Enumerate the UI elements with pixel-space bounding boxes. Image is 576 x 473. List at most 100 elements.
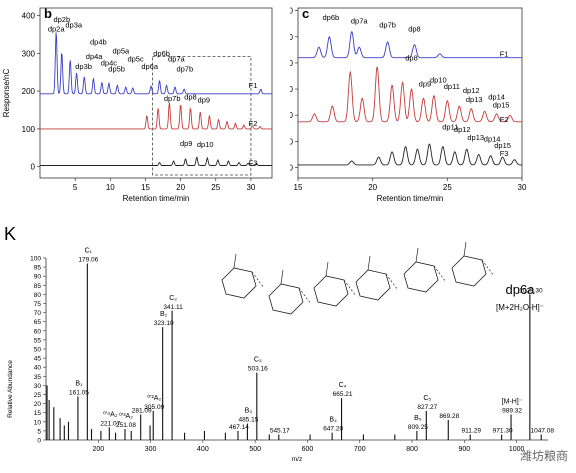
panel-label: c xyxy=(302,6,309,21)
y-tick-label: 5 xyxy=(37,428,41,435)
ring-bond xyxy=(415,247,419,263)
ion-label: B₁ xyxy=(75,380,83,387)
x-tick-label: 30 xyxy=(518,183,527,192)
peak-annotation: dp9 xyxy=(419,79,432,88)
series-line-F1 xyxy=(298,30,522,59)
peak-annotation: dp5a xyxy=(113,46,131,55)
sugar-ring xyxy=(268,283,304,315)
peak-mz-label: 485.15 xyxy=(238,417,258,424)
panel-label: b xyxy=(44,6,52,21)
ring-bond xyxy=(233,253,237,269)
peak-mz-label: 305.09 xyxy=(144,404,164,411)
y-tick-label: 0 xyxy=(290,164,294,173)
y-tick-label: 70 xyxy=(34,310,42,317)
peak-annotation: dp12 xyxy=(463,86,480,95)
x-tick-label: 1000 xyxy=(509,446,525,453)
y-tick-label: 15 xyxy=(34,410,42,417)
x-tick-label: 15 xyxy=(141,183,150,192)
peak-mz-label: 989.32 xyxy=(502,408,522,415)
peak-mz-label: 221.07 xyxy=(100,420,120,427)
peak-annotation: dp3a xyxy=(65,21,83,30)
panel-label: K xyxy=(4,224,16,244)
ion-label: ⁰'³A₂ xyxy=(119,412,133,420)
y-tick-label: 25 xyxy=(34,392,42,399)
y-tick-label: 95 xyxy=(34,265,42,272)
series-line-F3 xyxy=(40,156,272,166)
watermark: 潍坊粮商 xyxy=(519,449,568,463)
ring-bond xyxy=(325,261,329,277)
peak-annotation: dp8 xyxy=(408,25,421,34)
ion-label: [M-H]⁻ xyxy=(502,399,523,406)
sugar-ring xyxy=(355,269,391,301)
series-line-F3 xyxy=(298,143,522,166)
peak-annotation: dp2a xyxy=(48,24,66,33)
peak-annotation: dp14 xyxy=(488,93,505,102)
x-tick-label: 500 xyxy=(249,446,261,453)
y-tick-label: 55 xyxy=(34,337,42,344)
ion-label: B₅ xyxy=(414,415,422,422)
adduct-label: [M+2H₂O-H]⁻ xyxy=(496,303,544,312)
sugar-ring xyxy=(403,261,439,293)
x-tick-label: 900 xyxy=(458,446,470,453)
peak-mz-label: 971.30 xyxy=(493,428,513,435)
y-tick-label: 80 xyxy=(290,59,294,68)
peak-annotation: dp7b xyxy=(164,94,181,103)
peak-annotation: F1 xyxy=(249,81,258,90)
peak-mz-label: 323.10 xyxy=(154,320,174,327)
ring-bond xyxy=(280,269,284,285)
y-tick-label: 10 xyxy=(34,419,42,426)
y-axis-label: Response/nC xyxy=(2,69,11,118)
ion-label: ⁰'⁴A₂ xyxy=(103,410,118,418)
peak-annotation: dp6a xyxy=(141,62,159,71)
peak-annotation: dp4c xyxy=(101,58,118,67)
peak-mz-label: 1047.08 xyxy=(530,428,554,435)
peak-annotation: dp10 xyxy=(430,76,447,85)
peak-annotation: dp12 xyxy=(454,125,471,134)
x-tick-label: 200 xyxy=(92,446,104,453)
x-axis-label: Retention time/min xyxy=(377,194,444,203)
peak-annotation: dp11 xyxy=(444,82,460,91)
y-tick-label: 0 xyxy=(31,163,36,172)
peak-annotation: dp7b xyxy=(176,64,193,73)
x-tick-label: 15 xyxy=(294,183,303,192)
x-tick-label: 10 xyxy=(106,183,115,192)
y-tick-label: 200 xyxy=(22,87,36,96)
glycosidic-cleavage-line xyxy=(251,271,265,289)
peak-annotation: dp8 xyxy=(405,53,418,62)
x-axis-label: Retention time/min xyxy=(123,194,190,203)
peak-mz-label: 1025.30 xyxy=(519,287,543,294)
x-tick-label: 25 xyxy=(443,183,452,192)
peak-annotation: F1 xyxy=(500,49,509,58)
peak-mz-label: 179.06 xyxy=(78,256,98,263)
sugar-ring xyxy=(313,275,349,307)
ion-label: B₃ xyxy=(245,408,253,415)
series-line-F1 xyxy=(40,32,272,95)
y-tick-label: 300 xyxy=(22,49,36,58)
x-tick-label: 700 xyxy=(354,446,366,453)
y-tick-label: 75 xyxy=(34,301,42,308)
peak-annotation: dp10 xyxy=(197,140,214,149)
ion-label: B₄ xyxy=(329,417,337,424)
peak-annotation: dp9 xyxy=(198,95,211,104)
ion-label: ⁰'²A₂ xyxy=(147,394,161,402)
chromatogram-c-svg: c 15 20 25 30 0 20 40 60 80 100 120 Retention time/m… xyxy=(280,6,527,203)
y-tick-label: 60 xyxy=(290,85,294,94)
peak-annotation: dp6b xyxy=(323,13,340,22)
peak-annotation: dp8 xyxy=(184,92,197,101)
peak-annotation: dp4b xyxy=(90,38,107,47)
inset-region-box xyxy=(152,55,252,176)
plot-frame xyxy=(39,7,273,179)
peak-annotation: dp3b xyxy=(75,62,92,71)
ring-bond xyxy=(463,241,467,257)
plot-frame xyxy=(297,7,523,179)
y-tick-label: 100 xyxy=(22,125,36,134)
peak-annotation: dp4a xyxy=(86,52,104,61)
x-tick-label: 5 xyxy=(73,183,78,192)
peak-mz-label: 809.25 xyxy=(408,424,428,431)
peak-annotation: dp13 xyxy=(466,95,483,104)
peak-mz-label: 869.28 xyxy=(439,413,459,420)
ion-label: C₂ xyxy=(169,295,177,302)
x-tick-label: 300 xyxy=(145,446,157,453)
x-tick-label: 800 xyxy=(406,446,418,453)
